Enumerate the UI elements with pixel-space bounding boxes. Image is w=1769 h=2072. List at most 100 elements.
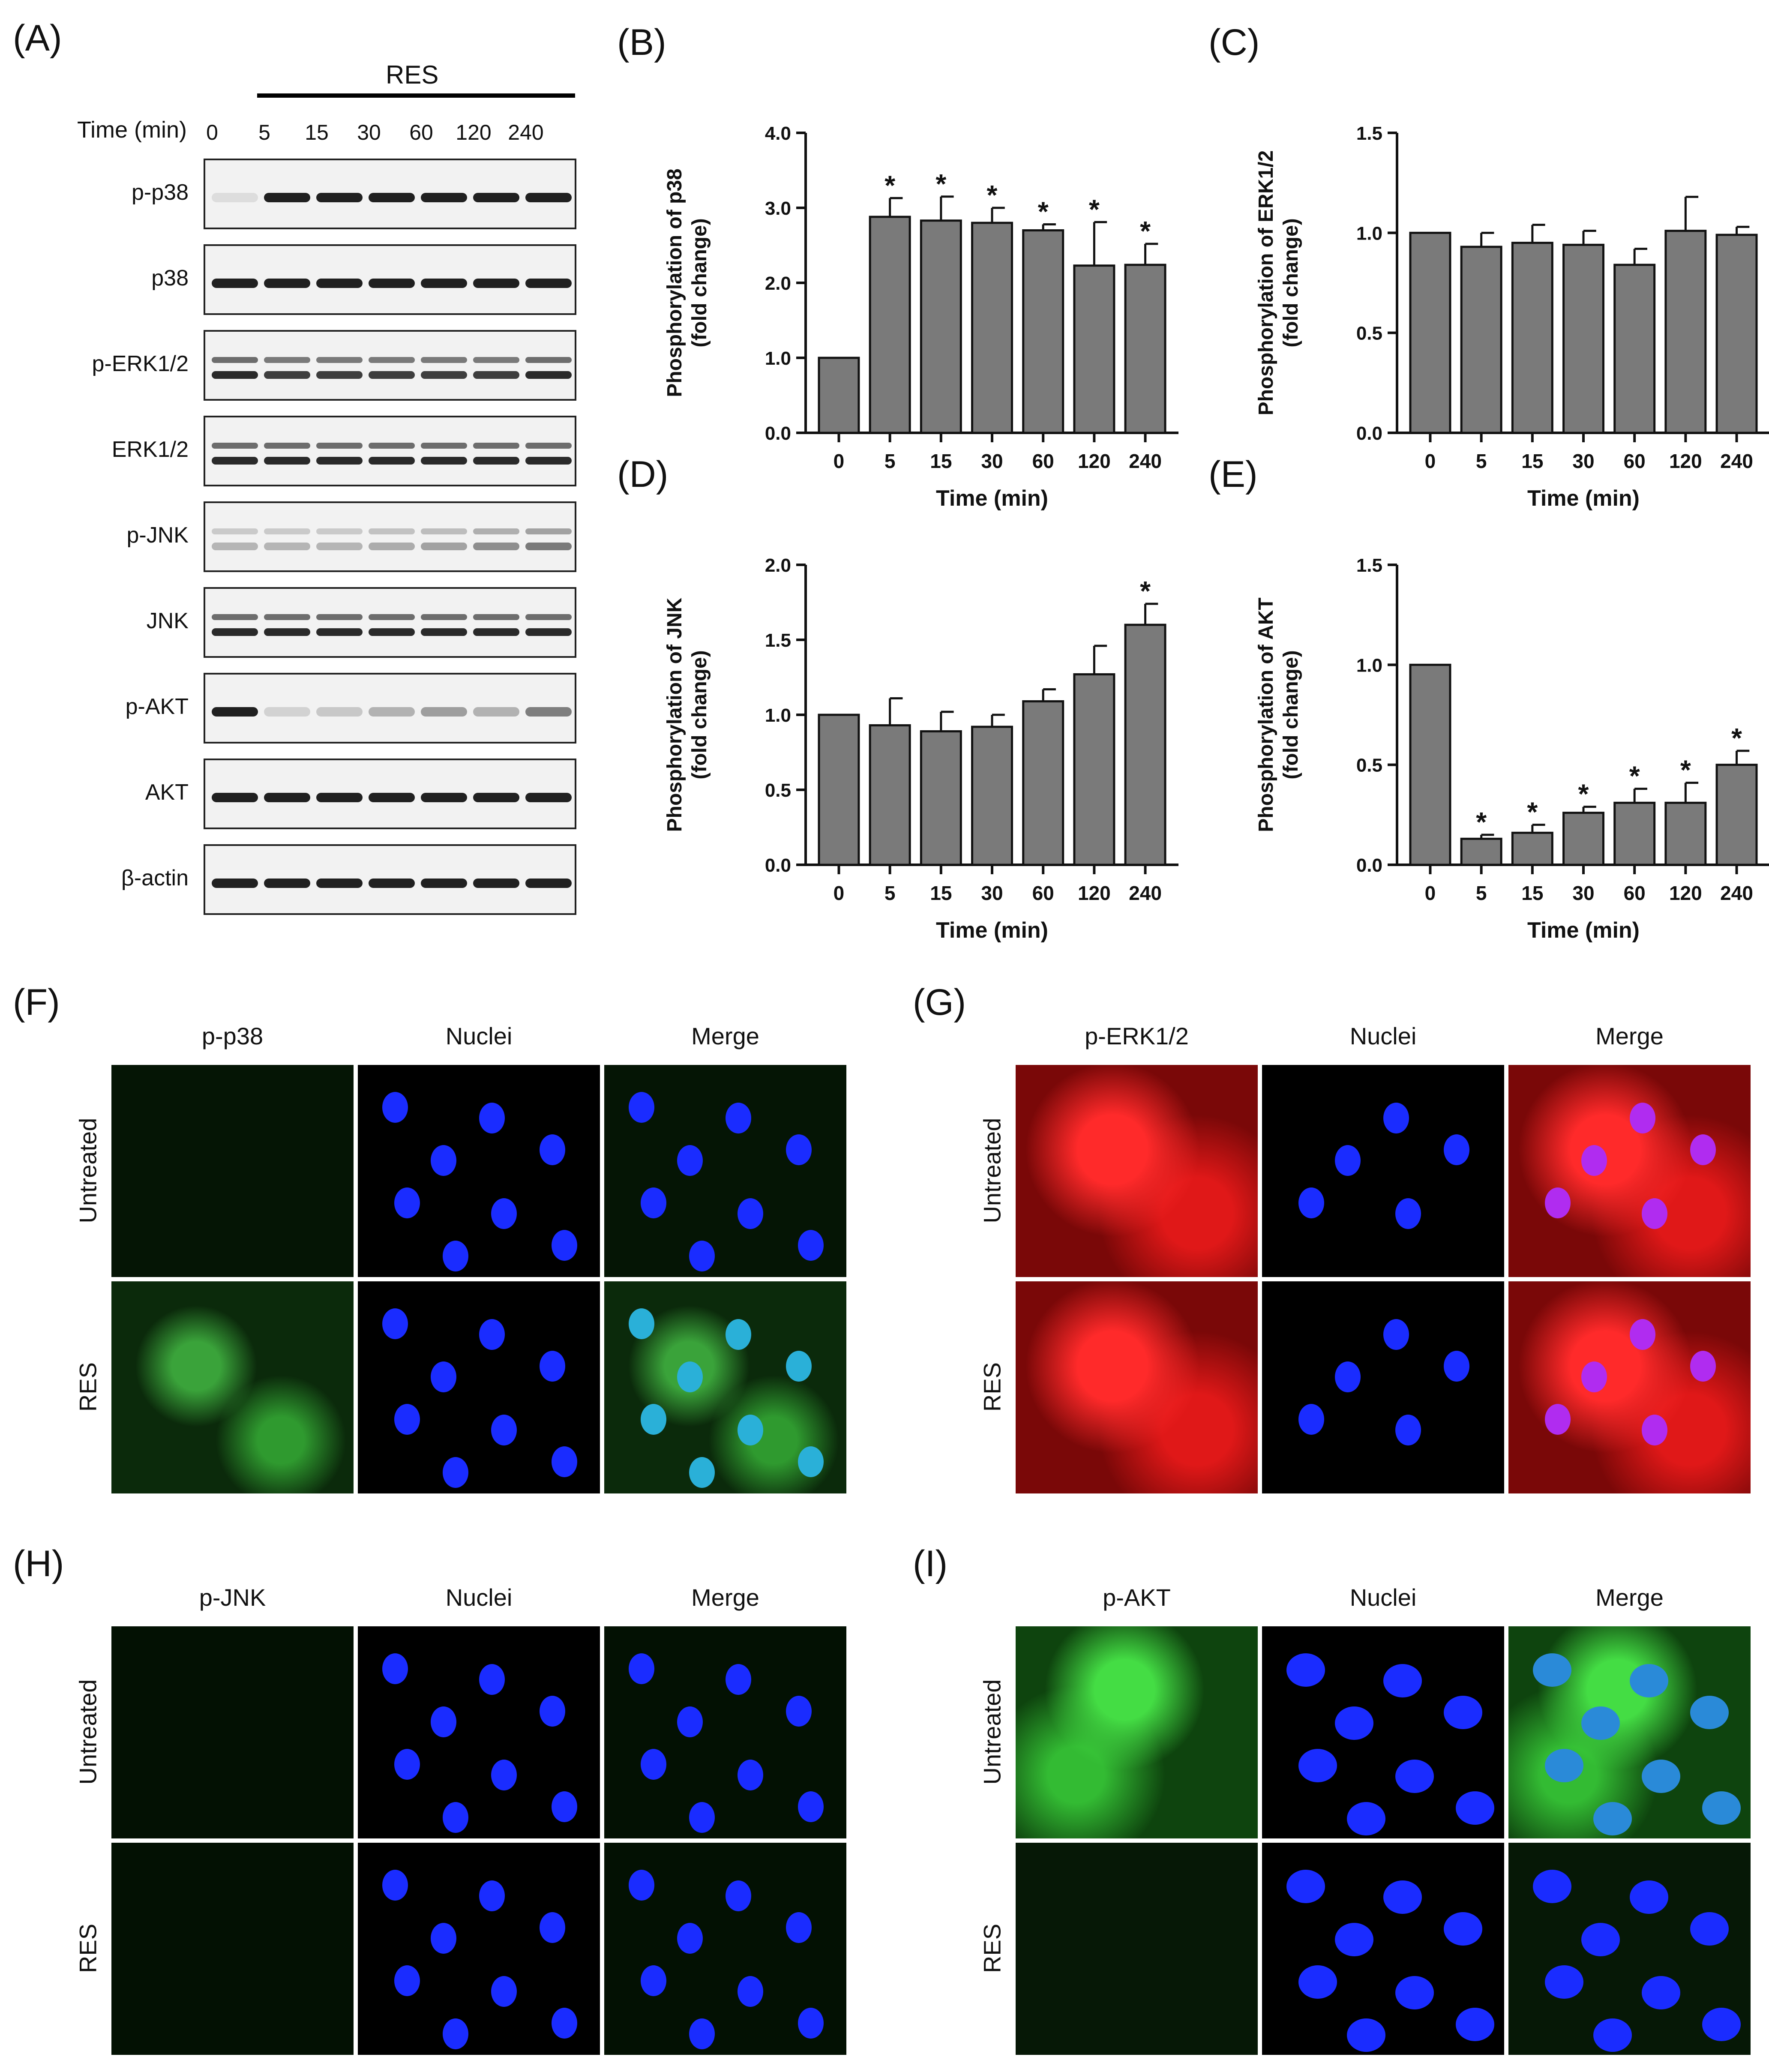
nucleus xyxy=(677,1922,703,1954)
x-tick-label: 30 xyxy=(1572,882,1594,904)
blot-band xyxy=(421,528,467,535)
x-tick-label: 15 xyxy=(930,882,952,904)
bar xyxy=(869,724,911,866)
blot-band xyxy=(473,543,519,551)
x-tick-label: 60 xyxy=(1624,450,1646,472)
x-axis-label: Time (min) xyxy=(1527,918,1640,943)
nucleus xyxy=(443,1240,468,1271)
lane-label: 0 xyxy=(206,120,218,144)
y-tick-label: 1.5 xyxy=(1356,555,1382,576)
y-tick-label: 1.0 xyxy=(1356,223,1382,244)
nucleus xyxy=(1383,1664,1422,1697)
x-tick-label: 120 xyxy=(1078,882,1111,904)
blot-band xyxy=(212,878,258,888)
y-axis-label: Phosphorylation of ERK1/2 xyxy=(1255,150,1277,416)
row-title: RES xyxy=(978,1923,1006,1973)
micrograph xyxy=(111,1065,354,1277)
blot-band xyxy=(473,457,519,465)
y-axis-label: Phosphorylation of p38 xyxy=(663,168,686,397)
bar xyxy=(1715,764,1758,866)
bar xyxy=(818,357,860,434)
nucleus xyxy=(786,1696,812,1727)
blot-band xyxy=(525,357,572,363)
column-title: Nuclei xyxy=(1349,1584,1417,1611)
nucleus xyxy=(725,1319,751,1350)
x-axis-label: Time (min) xyxy=(1527,486,1640,511)
x-tick-label: 15 xyxy=(1521,450,1543,472)
x-tick-label: 120 xyxy=(1669,882,1702,904)
nucleus xyxy=(1395,1198,1421,1229)
nucleus xyxy=(1298,1187,1324,1218)
panel-label: (D) xyxy=(617,454,668,495)
blot-band xyxy=(525,278,572,288)
blot-band xyxy=(316,878,363,888)
nucleus xyxy=(1444,1912,1482,1946)
nucleus xyxy=(1629,1664,1668,1697)
nucleus xyxy=(1334,1361,1361,1392)
blot-band xyxy=(421,357,467,363)
blot-band xyxy=(473,707,519,717)
micrograph xyxy=(604,1843,846,2055)
nucleus xyxy=(1347,1802,1385,1835)
blot-label: β-actin xyxy=(121,865,189,891)
blot-label: p-JNK xyxy=(126,522,189,548)
blot-band xyxy=(369,278,415,288)
blot-band xyxy=(212,543,258,551)
micrograph xyxy=(1016,1843,1258,2055)
blot-band xyxy=(525,457,572,465)
blot-band xyxy=(525,707,572,717)
bar-charts: (B) 0.0 1.0 2.0 3.0 4.0 Phosphorylation of p38… xyxy=(617,22,1769,943)
x-tick-label: 0 xyxy=(1425,882,1436,904)
nucleus xyxy=(1286,1653,1325,1687)
nucleus xyxy=(1334,1706,1373,1740)
micrograph xyxy=(1508,1281,1751,1493)
blot-band xyxy=(369,457,415,465)
nucleus xyxy=(1545,1187,1571,1218)
blot-band xyxy=(421,457,467,465)
blot-band xyxy=(473,614,519,621)
blot-band xyxy=(525,443,572,449)
nucleus xyxy=(798,1446,824,1477)
nucleus xyxy=(1444,1351,1469,1382)
column-title: p-ERK1/2 xyxy=(1085,1023,1189,1049)
nucleus xyxy=(1702,2007,1741,2041)
row-title: RES xyxy=(74,1923,102,1973)
nucleus xyxy=(1642,1976,1680,2009)
blot-band xyxy=(421,628,467,636)
panel-label: (B) xyxy=(617,22,666,63)
nucleus xyxy=(443,1457,468,1488)
nucleus xyxy=(1395,1414,1421,1445)
micrograph xyxy=(111,1626,354,1838)
significance-star: * xyxy=(1476,807,1487,837)
blot-membrane xyxy=(204,159,576,229)
row-title: RES xyxy=(74,1362,102,1412)
bar xyxy=(1022,700,1064,866)
bar xyxy=(1073,673,1115,866)
nucleus xyxy=(641,1965,666,1996)
blot-band xyxy=(212,192,258,202)
x-tick-label: 5 xyxy=(1476,882,1487,904)
blot-label: AKT xyxy=(145,780,189,805)
x-tick-label: 5 xyxy=(884,450,896,472)
bar xyxy=(1664,801,1707,866)
nucleus xyxy=(552,1791,578,1822)
blot-band xyxy=(421,614,467,621)
nucleus xyxy=(491,1976,517,2007)
blot-band xyxy=(316,707,363,717)
panel-label: (I) xyxy=(913,1543,948,1584)
micrograph xyxy=(111,1843,354,2055)
x-axis-label: Time (min) xyxy=(936,486,1048,511)
column-title: p-JNK xyxy=(199,1584,266,1611)
blot-membrane xyxy=(204,501,576,572)
blot-band xyxy=(212,792,258,802)
nucleus xyxy=(1444,1696,1482,1729)
nucleus xyxy=(540,1134,565,1165)
row-title: RES xyxy=(978,1362,1006,1412)
x-tick-label: 0 xyxy=(834,450,845,472)
significance-star: * xyxy=(1527,797,1538,828)
y-tick-label: 4.0 xyxy=(765,123,791,144)
blot-band xyxy=(316,443,363,449)
nucleus xyxy=(491,1759,517,1790)
column-title: Merge xyxy=(1595,1023,1664,1049)
bar xyxy=(1409,231,1451,434)
